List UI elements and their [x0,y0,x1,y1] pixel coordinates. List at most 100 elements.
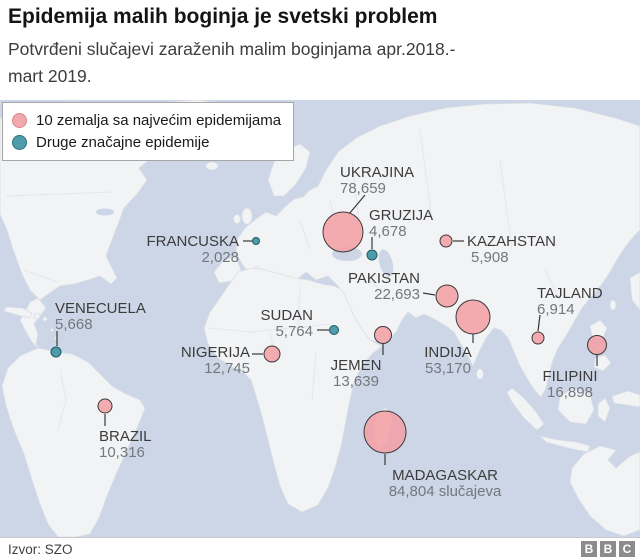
country-label-tajland: TAJLAND 6,914 [537,286,603,318]
country-value: 4,678 [369,223,407,240]
island-taiwan [609,299,617,311]
island-iceland [205,161,219,171]
country-label-filipini: FILIPINI 16,898 [533,369,607,401]
bbc-logo-block: B [581,541,597,557]
country-value: 16,898 [547,384,593,401]
bubble-sudan [329,325,339,335]
bubble-jemen [374,326,392,344]
country-value: 53,170 [425,360,471,377]
country-label-francuska: FRANCUSKA 2,028 [146,234,239,266]
country-name: PAKISTAN [348,270,420,287]
legend: 10 zemalja sa najvećim epidemijama Druge… [2,102,295,161]
country-value: 10,316 [99,444,145,461]
country-name: BRAZIL [99,428,152,445]
subtitle-line1: Potvrđeni slučajevi zaraženih malim bogi… [8,39,456,59]
country-label-venecuela: VENECUELA 5,668 [55,301,146,333]
bubble-kazahstan [439,234,453,248]
country-label-gruzija: GRUZIJA 4,678 [369,208,433,240]
country-name: GRUZIJA [369,207,434,224]
country-value: 84,804 slučajeva [388,483,502,500]
country-label-brazil: BRAZIL 10,316 [99,429,152,461]
bbc-logo: B B C [581,541,635,557]
country-label-nigerija: NIGERIJA 12,745 [181,345,250,377]
legend-swatch-teal [12,134,27,150]
country-value: 13,639 [333,373,379,390]
country-name: VENECUELA [55,300,146,317]
bubble-pakistan [435,284,459,308]
country-name: SUDAN [260,307,313,324]
bubble-brazil [97,398,113,414]
landmass-scandinavia [267,143,311,197]
country-label-madagaskar: MADAGASKAR 84,804 slučajeva [378,468,512,500]
page-subtitle: Potvrđeni slučajevi zaraženih malim bogi… [8,36,632,90]
country-label-pakistan: PAKISTAN 22,693 [348,271,420,303]
island-cuba [3,306,33,319]
bubble-indija [455,299,491,335]
subtitle-line2: mart 2019. [8,66,92,86]
island-sulawesi [597,397,611,423]
island-japan-arc [629,271,640,311]
country-label-kazahstan: KAZAHSTAN 5,908 [467,234,556,266]
island-britain [241,207,253,225]
island-java [538,435,591,453]
island-mindanao [593,354,612,372]
landmass-iberia [213,255,242,284]
country-borders [5,129,561,431]
country-name: KAZAHSTAN [467,233,556,250]
country-value: 6,914 [537,301,575,318]
bubble-venecuela [50,346,62,358]
island-puerto-rico [42,316,48,322]
country-name: TAJLAND [537,285,603,302]
country-label-jemen: JEMEN 13,639 [324,358,388,390]
bbc-logo-block: C [619,541,635,557]
country-value: 22,693 [374,286,420,303]
country-name: UKRAJINA [340,164,415,181]
country-value: 2,028 [201,249,239,266]
country-name: FILIPINI [542,368,598,385]
country-value: 78,659 [340,180,386,197]
bbc-logo-block: B [600,541,616,557]
footer: Izvor: SZO B B C [0,537,640,560]
bubble-madagaskar [363,410,407,454]
country-name: INDIJA [424,344,472,361]
bubble-filipini [587,335,607,355]
island-new-guinea [611,390,640,408]
island-ireland [233,214,241,224]
island-antilles [50,328,54,332]
connector-pakistan [422,292,436,296]
country-name: MADAGASKAR [392,467,498,484]
connector-tajland [537,314,541,332]
country-name: NIGERIJA [180,344,250,361]
country-label-sudan: SUDAN 5,764 [260,308,313,340]
source-label: Izvor: SZO [8,542,73,557]
bubble-ukrajina [322,211,364,253]
legend-swatch-pink [12,112,27,128]
world-map [0,100,640,537]
legend-item-top10: 10 zemalja sa najvećim epidemijama [12,109,281,131]
world-map-svg [0,100,640,537]
country-label-indija: INDIJA 53,170 [416,345,480,377]
bubble-francuska [252,237,260,245]
page-title: Epidemija malih boginja je svetski probl… [8,5,438,28]
bubble-tajland [531,331,545,345]
country-value: 5,764 [275,323,313,340]
country-name: JEMEN [330,357,382,374]
country-value: 5,668 [55,316,93,333]
landmass-south-america [1,347,146,537]
connector-ukrajina [348,194,366,215]
legend-label: 10 zemalja sa najvećim epidemijama [36,111,282,129]
great-lakes [96,208,114,216]
landmass-australia [569,445,640,537]
bubble-gruzija [366,249,378,261]
legend-label: Druge značajne epidemije [36,133,210,151]
island-luzon [589,319,608,341]
country-value: 12,745 [204,360,250,377]
legend-item-other: Druge značajne epidemije [12,131,281,153]
island-hispaniola [33,312,41,320]
bubble-nigerija [263,345,281,363]
island-sumatra [506,387,545,431]
country-name: FRANCUSKA [146,233,239,250]
caspian-sea [378,249,394,277]
country-value: 5,908 [471,249,509,266]
